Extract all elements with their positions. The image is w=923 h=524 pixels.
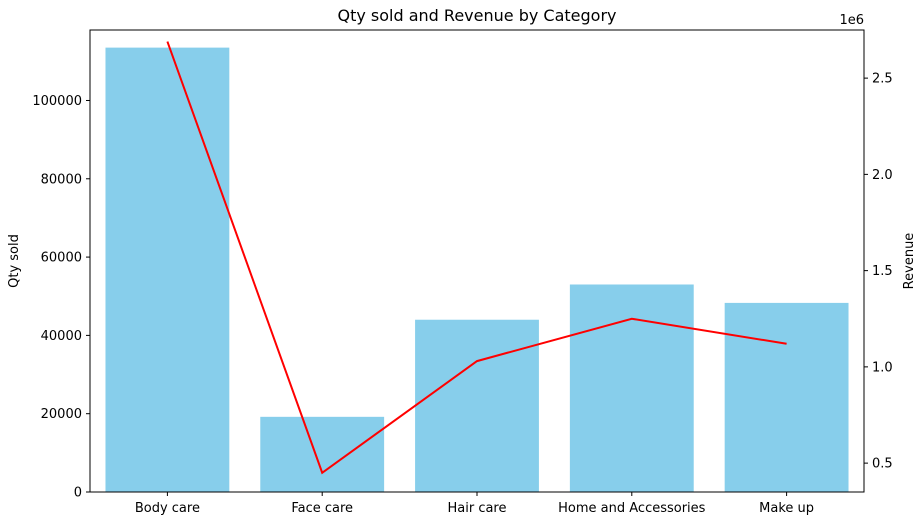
bar (105, 47, 230, 492)
y-axis-label: Qty sold (7, 234, 22, 288)
y2-tick-label: 2.5 (872, 72, 893, 87)
y2-offset-text: 1e6 (839, 13, 864, 28)
x-tick-label: Face care (291, 501, 353, 516)
y2-tick-label: 2.0 (872, 168, 893, 183)
x-tick-label: Hair care (447, 501, 506, 516)
x-tick-label: Home and Accessories (558, 501, 706, 516)
x-axis: Body care Face care Hair care Home and Acce… (135, 492, 814, 516)
right-axis: 0.5 1.0 1.5 2.0 2.5 (864, 72, 893, 472)
x-tick-label: Make up (759, 501, 814, 516)
chart-title: Qty sold and Revenue by Category (338, 6, 617, 25)
y-tick-label: 60000 (41, 251, 82, 266)
line-series (166, 41, 787, 475)
y-tick-label: 100000 (32, 94, 82, 109)
bar (724, 302, 849, 492)
y-tick-label: 20000 (41, 407, 82, 422)
y2-tick-label: 0.5 (872, 457, 893, 472)
revenue-line (166, 41, 787, 475)
bar-series (105, 47, 849, 492)
bar (260, 416, 385, 492)
left-axis: 0 20000 40000 60000 80000 100000 (32, 94, 90, 501)
y-tick-label: 80000 (41, 172, 82, 187)
y2-tick-label: 1.0 (872, 360, 893, 375)
bar (415, 319, 539, 492)
y2-axis-label: Revenue (902, 233, 917, 290)
bar (569, 284, 694, 492)
y-tick-label: 0 (74, 486, 82, 501)
y-tick-label: 40000 (41, 329, 82, 344)
y2-tick-label: 1.5 (872, 264, 893, 279)
x-tick-label: Body care (135, 501, 200, 516)
